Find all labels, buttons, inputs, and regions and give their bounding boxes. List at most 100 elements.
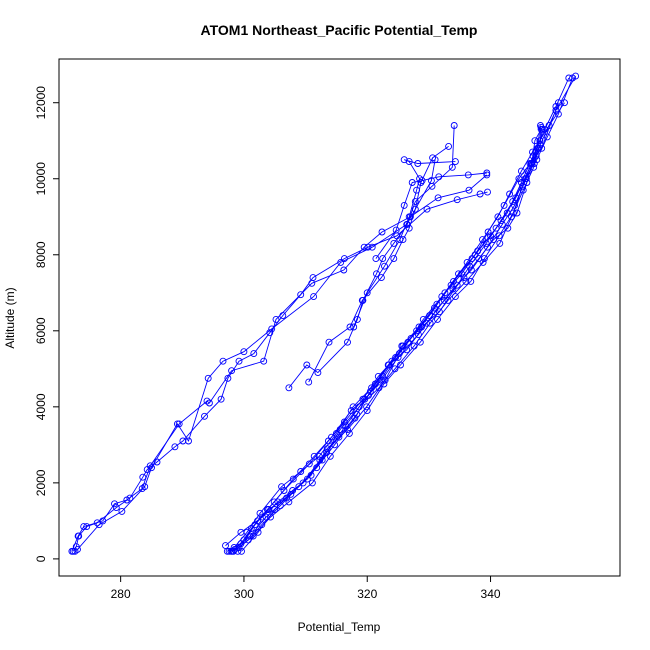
data-series-layer bbox=[68, 72, 580, 555]
data-point bbox=[80, 523, 88, 531]
data-point bbox=[372, 255, 380, 263]
data-point bbox=[285, 498, 293, 506]
data-point bbox=[390, 239, 398, 247]
series-line bbox=[288, 125, 455, 389]
data-point bbox=[418, 177, 426, 185]
data-point bbox=[305, 460, 313, 468]
series-line bbox=[74, 159, 436, 552]
series-line bbox=[228, 127, 542, 552]
data-point bbox=[545, 122, 553, 129]
data-point bbox=[250, 350, 258, 358]
data-point bbox=[228, 367, 236, 375]
data-point bbox=[434, 315, 441, 323]
data-point bbox=[222, 542, 229, 550]
data-point bbox=[251, 521, 259, 529]
data-point bbox=[313, 464, 321, 472]
data-point bbox=[413, 327, 421, 335]
series-line bbox=[241, 125, 541, 552]
data-point bbox=[256, 509, 264, 517]
data-point bbox=[267, 513, 274, 521]
data-point bbox=[254, 528, 262, 536]
data-point bbox=[434, 194, 442, 202]
data-point bbox=[532, 148, 539, 156]
data-point bbox=[400, 156, 408, 164]
data-point bbox=[326, 452, 334, 460]
data-point bbox=[408, 179, 416, 186]
data-point bbox=[396, 236, 404, 244]
data-point bbox=[476, 190, 484, 198]
data-point bbox=[494, 213, 502, 221]
data-point bbox=[74, 532, 82, 540]
data-point bbox=[565, 74, 573, 82]
series-line bbox=[71, 174, 488, 552]
data-point bbox=[429, 154, 437, 162]
series-line bbox=[227, 77, 570, 552]
data-point bbox=[204, 374, 212, 382]
data-point bbox=[230, 547, 237, 555]
x-tick-label: 340 bbox=[481, 587, 501, 601]
data-point bbox=[462, 277, 470, 285]
data-point bbox=[355, 403, 363, 411]
data-point bbox=[435, 173, 443, 181]
data-point bbox=[479, 236, 486, 244]
data-point bbox=[237, 528, 245, 536]
data-point bbox=[394, 353, 402, 361]
data-point bbox=[451, 293, 459, 301]
flight-profile-series bbox=[372, 169, 491, 263]
x-axis-label: Potential_Temp bbox=[298, 620, 381, 634]
data-point bbox=[363, 289, 371, 297]
data-point bbox=[465, 186, 473, 194]
data-point bbox=[353, 315, 361, 323]
data-point bbox=[498, 220, 506, 228]
data-point bbox=[377, 274, 385, 282]
data-point bbox=[385, 361, 393, 369]
data-point bbox=[527, 160, 535, 167]
data-point bbox=[111, 500, 118, 508]
data-point bbox=[479, 258, 487, 266]
data-point bbox=[283, 494, 290, 502]
data-point bbox=[381, 262, 388, 270]
data-point bbox=[480, 255, 488, 263]
data-point bbox=[484, 228, 492, 236]
data-point bbox=[533, 144, 541, 152]
y-tick-label: 8000 bbox=[34, 241, 48, 268]
y-axis-label: Altitude (m) bbox=[3, 287, 17, 348]
data-point bbox=[287, 490, 295, 498]
flight-profile-series bbox=[225, 123, 545, 555]
data-point bbox=[344, 426, 351, 434]
data-point bbox=[448, 163, 456, 171]
data-point bbox=[400, 201, 408, 209]
data-point bbox=[318, 456, 326, 464]
data-point bbox=[453, 196, 461, 204]
data-point bbox=[404, 338, 412, 346]
data-point bbox=[340, 255, 348, 263]
data-point bbox=[337, 258, 345, 266]
data-point bbox=[358, 296, 366, 304]
x-tick-label: 280 bbox=[111, 587, 131, 601]
data-point bbox=[297, 468, 305, 475]
data-point bbox=[325, 338, 333, 346]
y-tick-label: 10000 bbox=[34, 162, 48, 196]
data-point bbox=[274, 498, 282, 506]
flight-profile-series bbox=[350, 156, 459, 331]
data-point bbox=[450, 122, 458, 129]
data-point bbox=[449, 285, 457, 293]
data-point bbox=[440, 296, 448, 304]
data-point bbox=[360, 243, 368, 251]
data-point bbox=[561, 99, 568, 107]
data-point bbox=[271, 506, 279, 513]
plot-area-frame bbox=[58, 58, 621, 577]
data-point bbox=[500, 201, 508, 209]
data-point bbox=[414, 331, 422, 339]
data-point bbox=[411, 198, 419, 206]
x-tick-label: 300 bbox=[234, 587, 254, 601]
data-point bbox=[219, 357, 227, 365]
data-point bbox=[431, 308, 439, 316]
data-point bbox=[537, 123, 545, 131]
data-point bbox=[344, 338, 351, 346]
data-point bbox=[295, 483, 303, 491]
data-point bbox=[289, 487, 297, 494]
y-tick-label: 12000 bbox=[34, 86, 48, 120]
